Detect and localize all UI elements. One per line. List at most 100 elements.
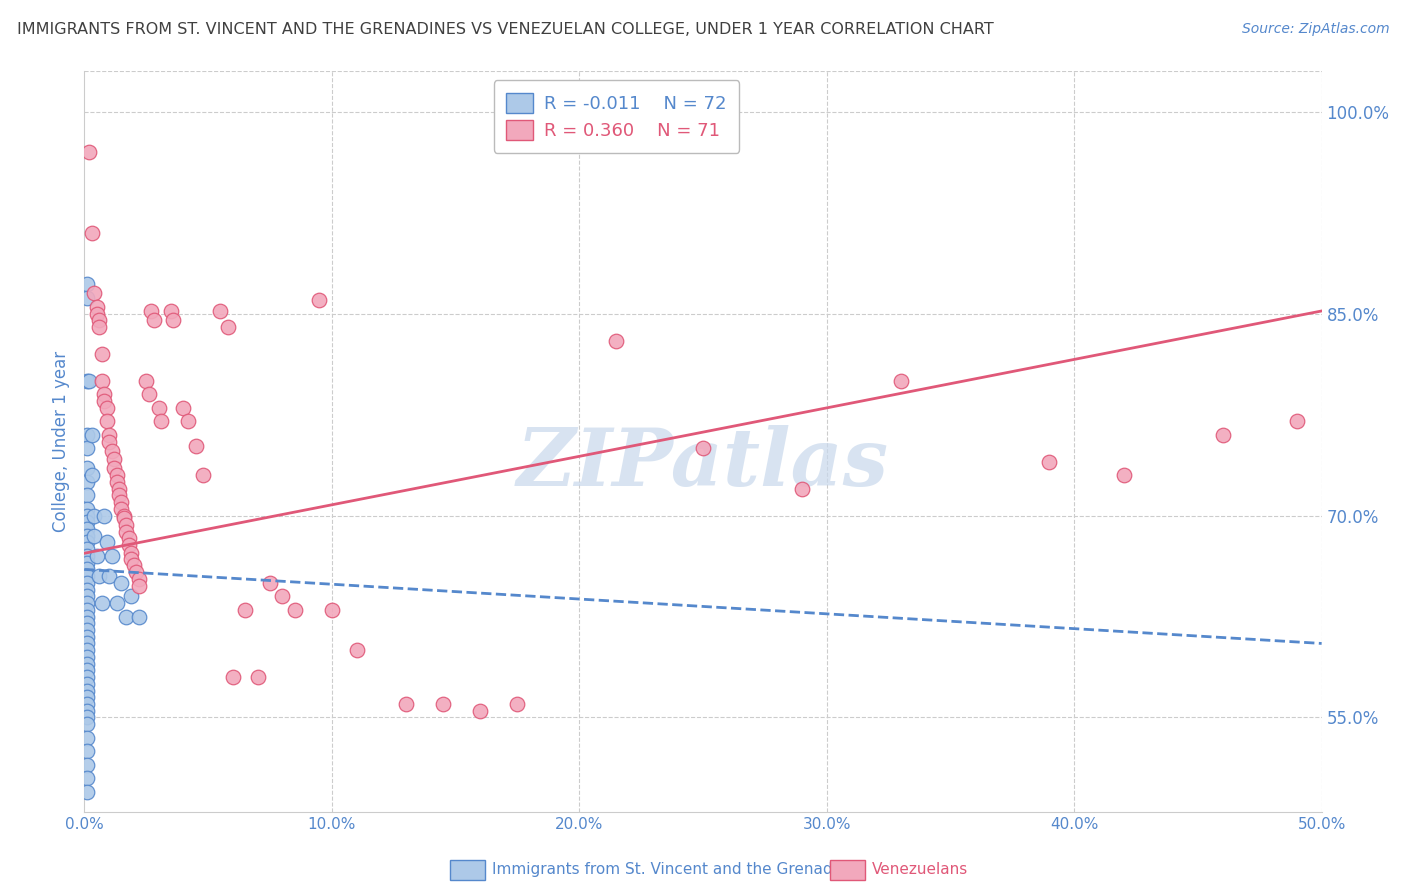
Point — [76, 529, 98, 543]
Point — [76, 616, 98, 631]
Point — [103, 452, 125, 467]
Point — [76, 731, 98, 745]
Point — [76, 562, 98, 576]
Point — [98, 427, 121, 442]
Point — [177, 414, 200, 428]
Point — [76, 630, 98, 644]
Point — [80, 226, 103, 240]
Point — [115, 518, 138, 533]
Point — [105, 475, 128, 489]
Point — [76, 690, 98, 705]
Point — [128, 578, 150, 592]
Point — [110, 495, 132, 509]
Point — [222, 670, 245, 684]
Text: Venezuelans: Venezuelans — [872, 863, 967, 877]
Point — [83, 529, 105, 543]
Y-axis label: College, Under 1 year: College, Under 1 year — [52, 351, 70, 533]
Point — [98, 434, 121, 449]
Point — [76, 374, 98, 388]
Point — [172, 401, 194, 415]
Point — [470, 704, 492, 718]
Point — [395, 697, 418, 711]
Point — [1112, 468, 1135, 483]
Point — [76, 636, 98, 650]
Point — [76, 643, 98, 657]
Point — [120, 551, 142, 566]
Point — [86, 307, 108, 321]
Point — [96, 401, 118, 415]
Point — [76, 277, 98, 291]
Point — [76, 710, 98, 724]
Point — [1038, 455, 1060, 469]
Point — [112, 511, 135, 525]
Point — [110, 575, 132, 590]
Point — [160, 304, 183, 318]
Point — [76, 670, 98, 684]
Point — [76, 704, 98, 718]
Point — [76, 488, 98, 502]
Point — [162, 313, 184, 327]
Point — [790, 482, 813, 496]
Point — [105, 596, 128, 610]
Point — [76, 542, 98, 557]
Text: ZIPatlas: ZIPatlas — [517, 425, 889, 502]
Point — [191, 468, 214, 483]
Point — [76, 623, 98, 637]
Point — [120, 546, 142, 560]
Point — [76, 516, 98, 530]
Point — [89, 320, 111, 334]
Text: IMMIGRANTS FROM ST. VINCENT AND THE GRENADINES VS VENEZUELAN COLLEGE, UNDER 1 YE: IMMIGRANTS FROM ST. VINCENT AND THE GREN… — [17, 22, 994, 37]
Point — [103, 461, 125, 475]
Point — [1212, 427, 1234, 442]
Point — [86, 549, 108, 563]
Point — [118, 532, 141, 546]
Point — [76, 461, 98, 475]
Point — [76, 683, 98, 698]
Point — [692, 442, 714, 456]
Point — [76, 427, 98, 442]
Point — [76, 603, 98, 617]
Point — [217, 320, 239, 334]
Point — [80, 468, 103, 483]
Point — [76, 697, 98, 711]
Point — [76, 744, 98, 758]
Point — [76, 609, 98, 624]
Point — [76, 575, 98, 590]
Text: Source: ZipAtlas.com: Source: ZipAtlas.com — [1241, 22, 1389, 37]
Point — [100, 444, 122, 458]
Point — [76, 657, 98, 671]
Point — [76, 771, 98, 785]
Point — [76, 522, 98, 536]
Point — [83, 508, 105, 523]
Point — [96, 414, 118, 428]
Point — [86, 300, 108, 314]
Point — [141, 304, 163, 318]
Point — [76, 677, 98, 691]
Point — [321, 603, 343, 617]
Point — [90, 347, 112, 361]
Point — [76, 475, 98, 489]
Point — [209, 304, 232, 318]
Point — [108, 488, 131, 502]
Point — [120, 590, 142, 604]
Legend: R = -0.011    N = 72, R = 0.360    N = 71: R = -0.011 N = 72, R = 0.360 N = 71 — [494, 80, 740, 153]
Point — [76, 757, 98, 772]
Point — [259, 575, 281, 590]
Point — [98, 569, 121, 583]
Text: Immigrants from St. Vincent and the Grenadines: Immigrants from St. Vincent and the Gren… — [492, 863, 865, 877]
Point — [76, 649, 98, 664]
Point — [96, 535, 118, 549]
Point — [76, 508, 98, 523]
Point — [90, 374, 112, 388]
Point — [1285, 414, 1308, 428]
Point — [83, 286, 105, 301]
Point — [308, 293, 330, 308]
Point — [138, 387, 160, 401]
Point — [118, 538, 141, 552]
Point — [115, 524, 138, 539]
Point — [76, 535, 98, 549]
Point — [76, 664, 98, 678]
Point — [432, 697, 454, 711]
Point — [150, 414, 173, 428]
Point — [80, 427, 103, 442]
